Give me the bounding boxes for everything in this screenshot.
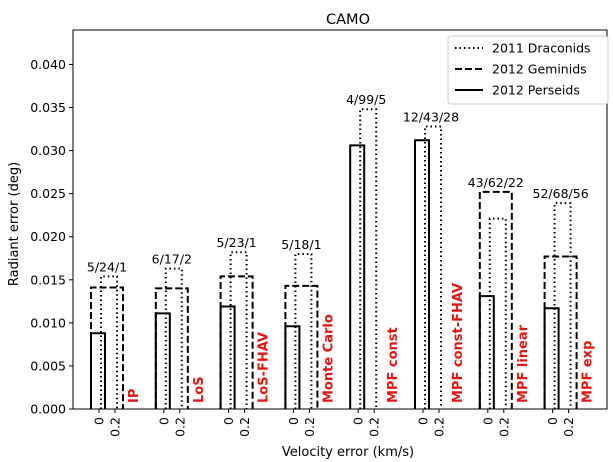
legend-label-geminids: 2012 Geminids [492, 62, 587, 77]
bar-geminids-2 [219, 275, 254, 409]
bar-perseids-0 [90, 332, 106, 409]
x-tick-label-1-0: 0 [156, 417, 171, 425]
bar-annotation-6: 43/62/22 [468, 175, 524, 190]
method-label-7: MPF exp [581, 341, 596, 403]
plot-frame [72, 29, 608, 410]
legend-label-perseids: 2012 Perseids [492, 83, 580, 98]
bar-draconids-4 [359, 108, 378, 409]
method-label-2: LoS-FHAV [257, 332, 272, 403]
bar-perseids-1 [154, 312, 171, 409]
bar-annotation-2: 5/23/1 [216, 235, 256, 250]
method-label-5: MPF const-FHAV [451, 283, 466, 403]
bar-perseids-6 [478, 295, 495, 409]
bar-perseids-7 [543, 307, 560, 409]
bar-annotation-3: 5/18/1 [281, 237, 321, 252]
x-tick-label-7-1: 0.2 [561, 417, 576, 437]
x-tick-label-0-1: 0.2 [108, 417, 123, 437]
x-tick-label-3-0: 0 [286, 417, 301, 425]
bar-annotation-7: 52/68/56 [533, 186, 589, 201]
x-tick-label-4-1: 0.2 [367, 417, 382, 437]
bar-annotation-0: 5/24/1 [87, 259, 127, 274]
bar-geminids-0 [90, 286, 124, 409]
x-tick-label-5-0: 0 [416, 417, 431, 425]
bar-perseids-2 [219, 305, 236, 409]
bar-geminids-6 [478, 190, 513, 409]
x-tick-label-2-1: 0.2 [237, 417, 252, 437]
y-tick-label-8: 0.040 [30, 57, 66, 72]
bar-annotation-4: 4/99/5 [346, 92, 386, 107]
x-tick-label-2-0: 0 [221, 417, 236, 425]
method-label-4: MPF const [386, 327, 401, 403]
y-tick-label-2: 0.010 [30, 315, 66, 330]
x-tick-label-0-0: 0 [92, 417, 107, 425]
y-tick-label-0: 0.000 [30, 402, 66, 417]
method-label-1: LoS [192, 376, 207, 403]
bar-annotation-1: 6/17/2 [152, 252, 192, 267]
bar-perseids-3 [284, 325, 301, 409]
bar-annotation-5: 12/43/28 [403, 109, 459, 124]
y-tick-label-7: 0.035 [30, 100, 66, 115]
bar-perseids-4 [349, 144, 366, 409]
bar-geminids-3 [284, 284, 319, 409]
bar-draconids-3 [294, 252, 313, 409]
bar-draconids-7 [553, 202, 572, 409]
axes: 0 0.2 0 0.2 0 0.2 0 0.2 0 0.2 0 0.2 0 0.2 0 0.20.0000.0… [30, 29, 608, 437]
x-tick-label-1-1: 0.2 [172, 417, 187, 437]
y-tick-label-5: 0.025 [30, 186, 66, 201]
x-tick-label-5-1: 0.2 [432, 417, 447, 437]
x-tick-label-7-0: 0 [545, 417, 560, 425]
x-tick-label-4-0: 0 [351, 417, 366, 425]
method-label-6: MPF linear [516, 324, 531, 403]
y-tick-label-4: 0.020 [30, 229, 66, 244]
method-label-0: IP [127, 389, 142, 403]
legend: 2011 Draconids 2012 Geminids 2012 Persei… [447, 35, 609, 105]
x-tick-label-6-1: 0.2 [496, 417, 511, 437]
bar-draconids-6 [488, 217, 507, 409]
x-tick-label-3-1: 0.2 [302, 417, 317, 437]
y-tick-label-6: 0.030 [30, 143, 66, 158]
y-tick-label-3: 0.015 [30, 272, 66, 287]
x-tick-label-6-0: 0 [480, 417, 495, 425]
legend-box [447, 35, 609, 105]
chart-title: CAMO [326, 12, 370, 28]
bar-geminids-1 [154, 287, 189, 409]
y-axis-label: Radiant error (deg) [7, 162, 22, 286]
x-axis-label: Velocity error (km/s) [282, 445, 414, 460]
legend-label-draconids: 2011 Draconids [492, 41, 591, 56]
plot-area: 5/24/1 IP 6/17/2 LoS 5/23/1 LoS-FHAV 5/18/1 Mon… [87, 92, 596, 409]
bar-draconids-0 [100, 275, 118, 409]
bar-perseids-5 [414, 139, 430, 409]
method-label-3: Monte Carlo [321, 314, 336, 403]
bar-geminids-7 [543, 255, 578, 409]
y-tick-label-1: 0.005 [30, 358, 66, 373]
